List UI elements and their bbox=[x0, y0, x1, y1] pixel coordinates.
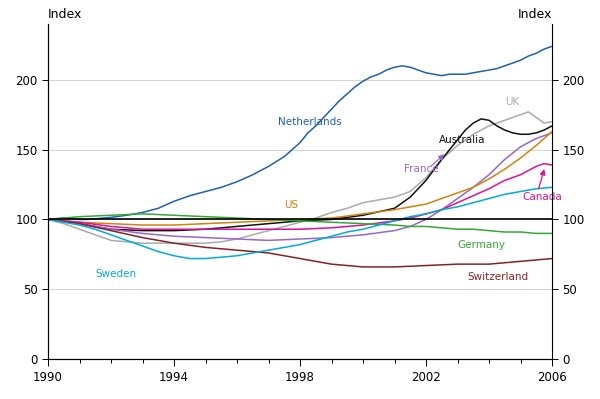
Text: France: France bbox=[404, 164, 439, 174]
Text: Netherlands: Netherlands bbox=[278, 117, 341, 127]
Text: Switzerland: Switzerland bbox=[467, 272, 528, 282]
Text: Sweden: Sweden bbox=[95, 269, 136, 279]
Text: Index: Index bbox=[48, 8, 82, 21]
Text: UK: UK bbox=[505, 97, 519, 107]
Text: Index: Index bbox=[518, 8, 552, 21]
Text: Canada: Canada bbox=[522, 192, 562, 202]
Text: Australia: Australia bbox=[439, 135, 485, 145]
Text: Germany: Germany bbox=[458, 239, 505, 250]
Text: US: US bbox=[284, 200, 298, 211]
